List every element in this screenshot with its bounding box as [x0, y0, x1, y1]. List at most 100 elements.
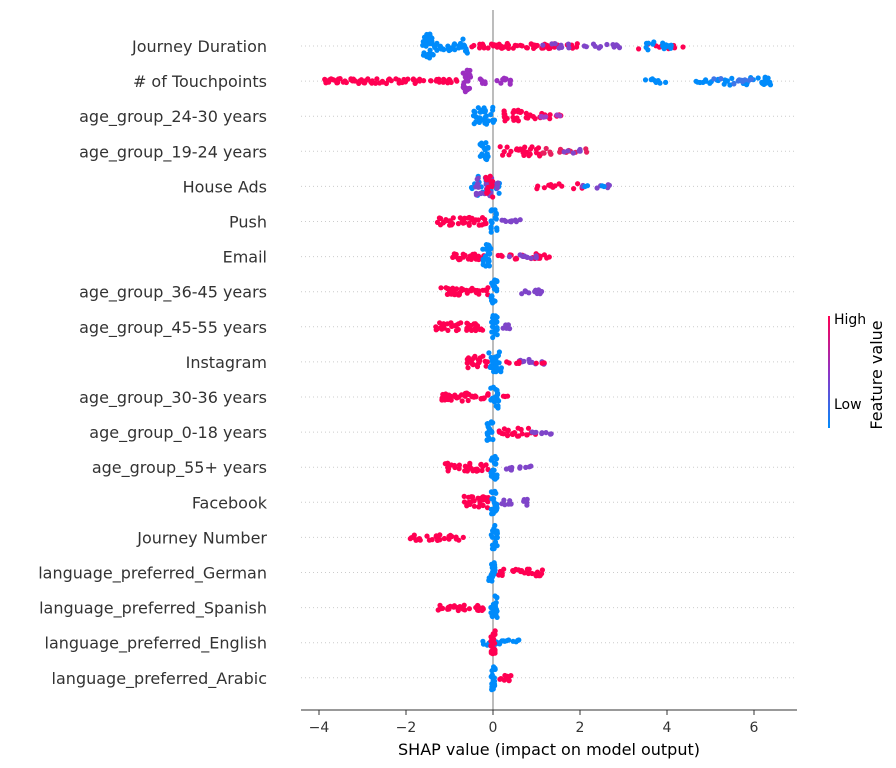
colorbar: High Low Feature value: [828, 312, 886, 430]
shap-point: [477, 115, 483, 121]
shap-point: [540, 42, 546, 48]
shap-point: [507, 77, 514, 83]
shap-point: [574, 41, 580, 47]
shap-point: [438, 46, 444, 52]
x-tick-label: 6: [750, 720, 759, 736]
shap-point: [396, 77, 402, 83]
shap-point: [474, 176, 480, 182]
shap-point: [444, 291, 450, 297]
shap-point: [473, 114, 479, 120]
shap-point: [322, 77, 328, 83]
feature-row-points: [434, 207, 523, 235]
shap-point: [759, 80, 765, 86]
shap-point: [492, 631, 498, 638]
shap-point: [490, 490, 496, 496]
shap-point: [559, 44, 565, 51]
shap-point: [494, 227, 500, 233]
shap-point: [506, 254, 512, 260]
shap-point: [456, 462, 462, 468]
shap-point: [517, 217, 523, 223]
shap-point: [478, 142, 485, 149]
shap-point: [438, 215, 444, 222]
shap-point: [469, 393, 475, 399]
shap-point: [451, 462, 458, 469]
shap-point: [492, 278, 498, 284]
shap-point: [486, 251, 493, 257]
shap-point: [494, 325, 500, 331]
row-gridlines: [301, 45, 797, 679]
feature-label: language_preferred_Spanish: [39, 599, 267, 619]
feature-row-points: [433, 313, 513, 341]
shap-point: [337, 76, 343, 82]
shap-point: [458, 288, 465, 294]
shap-point: [651, 39, 657, 45]
shap-point: [494, 185, 500, 191]
shap-point: [749, 76, 755, 82]
shap-point: [515, 107, 521, 113]
shap-point: [525, 570, 532, 577]
shap-point: [460, 82, 467, 88]
shap-point: [428, 78, 434, 84]
shap-point: [556, 181, 562, 187]
feature-row-points: [439, 384, 511, 411]
shap-point: [495, 252, 501, 259]
shap-point: [461, 499, 468, 505]
shap-point: [461, 252, 467, 258]
feature-row-points: [461, 488, 530, 517]
shap-point: [464, 68, 470, 74]
shap-point: [437, 537, 443, 543]
shap-point: [552, 183, 558, 189]
shap-point: [565, 41, 572, 47]
shap-point: [660, 43, 666, 49]
shap-point: [517, 465, 523, 471]
shap-point: [441, 535, 447, 542]
shap-point: [500, 152, 506, 158]
shap-point: [582, 183, 588, 190]
feature-label: Journey Duration: [131, 37, 267, 56]
shap-point: [475, 495, 481, 501]
shap-point: [532, 289, 538, 295]
feature-row-points: [435, 593, 500, 621]
shap-point: [433, 324, 439, 330]
shap-point: [388, 78, 394, 84]
shap-point: [471, 503, 477, 509]
feature-labels: Journey Duration # of Touchpoints age_grou…: [38, 37, 268, 689]
shap-point: [521, 358, 527, 364]
shap-point: [445, 46, 451, 52]
shap-point: [491, 500, 498, 506]
shap-point: [493, 530, 499, 536]
shap-point: [486, 350, 492, 356]
shap-point: [368, 79, 374, 85]
shap-point: [327, 77, 333, 83]
shap-point: [485, 391, 491, 397]
shap-point: [508, 467, 514, 473]
shap-point: [548, 183, 554, 189]
shap-point: [502, 114, 509, 120]
shap-point: [488, 229, 494, 235]
shap-point: [492, 683, 498, 689]
shap-point: [482, 287, 488, 293]
shap-point: [755, 75, 761, 81]
shap-point: [463, 287, 469, 293]
shap-point: [497, 676, 503, 682]
shap-point: [512, 217, 519, 223]
shap-point: [499, 501, 505, 507]
shap-point: [492, 331, 498, 337]
shap-point: [496, 349, 502, 355]
shap-point: [471, 121, 477, 127]
shap-point: [482, 146, 488, 153]
shap-point: [489, 117, 496, 123]
shap-point: [359, 78, 365, 84]
shap-point: [492, 313, 499, 319]
feature-label: Push: [229, 213, 267, 232]
shap-point: [489, 207, 495, 213]
shap-point: [453, 251, 459, 258]
shap-point: [482, 79, 488, 85]
shap-point: [643, 44, 649, 51]
shap-point: [614, 43, 621, 49]
shap-point: [424, 36, 430, 42]
shap-point: [458, 320, 464, 326]
shap-point: [583, 146, 589, 152]
x-tick-label: 0: [489, 720, 498, 736]
